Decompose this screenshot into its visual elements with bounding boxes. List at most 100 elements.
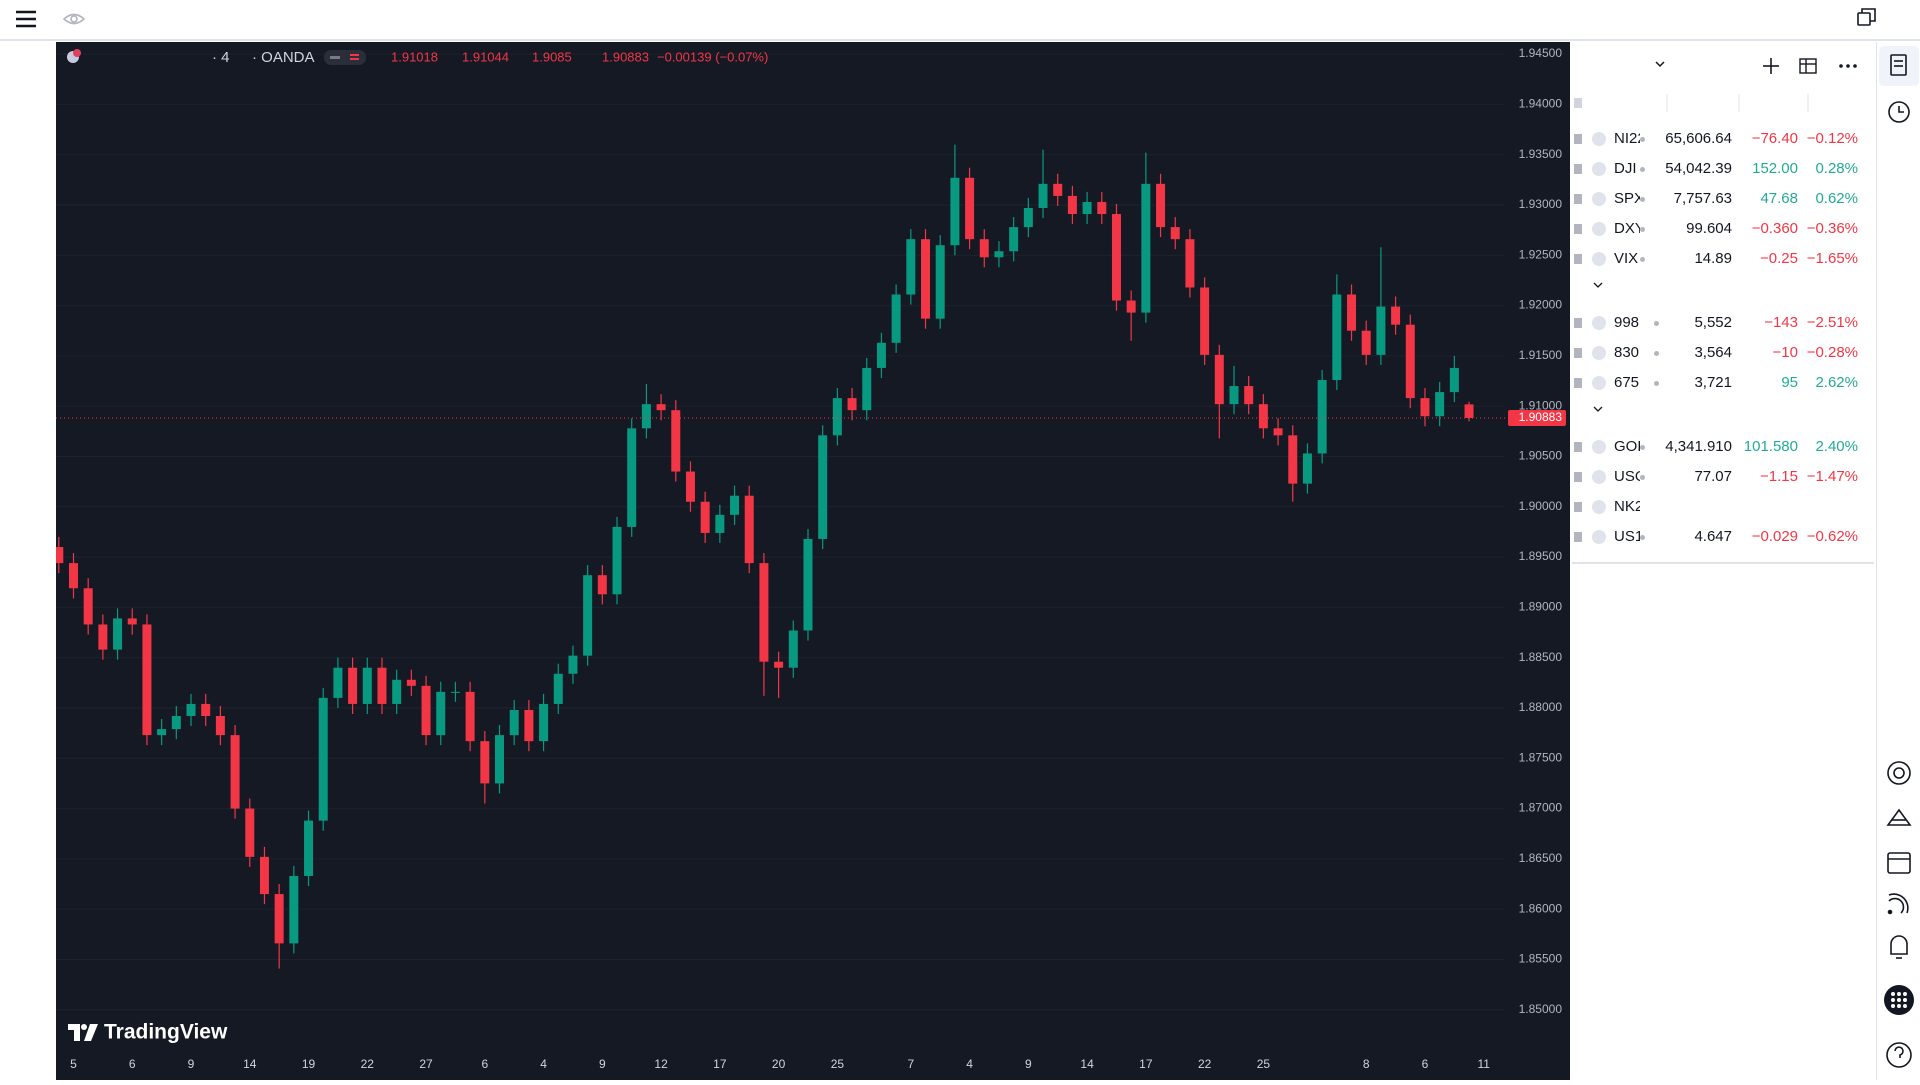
candle-body [1200, 287, 1210, 355]
y-tick-label: 1.90000 [1519, 499, 1563, 513]
candle-body [539, 703, 549, 742]
candle-body [847, 398, 857, 411]
watchlist-button[interactable] [1879, 46, 1919, 86]
candle-body [1214, 354, 1224, 405]
candle-body [700, 501, 710, 533]
symbol-icon [1592, 252, 1606, 266]
watchlist-row[interactable]: DXY 99.604 −0.360 −0.36% [1572, 214, 1874, 244]
candle-body [1361, 330, 1371, 355]
candle-body [289, 875, 299, 944]
feed-button[interactable] [1887, 893, 1909, 915]
apps-button[interactable] [1884, 985, 1914, 1015]
candle-body [333, 667, 343, 698]
layout-button[interactable] [1799, 58, 1817, 74]
watchlist-row[interactable]: 675 3,721 95 2.62% [1572, 368, 1874, 398]
watchlist-row[interactable]: SPX 7,757.63 47.68 0.62% [1572, 184, 1874, 214]
y-tick-label: 1.89000 [1519, 600, 1563, 614]
notifications-button[interactable] [1890, 935, 1908, 959]
watchlist-row[interactable]: 998 5,552 −143 −2.51% [1572, 308, 1874, 338]
watchlist-row[interactable]: USOIL 77.07 −1.15 −1.47% [1572, 462, 1874, 492]
change-pct: −0.28% [1806, 344, 1858, 361]
x-tick-label: 6 [129, 1057, 136, 1071]
row-flag [1574, 348, 1582, 358]
candle-body [627, 428, 637, 527]
candle-body [113, 618, 123, 650]
target-button[interactable] [1887, 761, 1911, 785]
candle-body [979, 239, 989, 258]
candle-body [1464, 404, 1474, 418]
x-tick-label: 17 [1139, 1057, 1153, 1071]
help-button[interactable] [1886, 1042, 1912, 1068]
status-pill [324, 50, 366, 65]
watchlist-row[interactable]: 830 3,564 −10 −0.28% [1572, 338, 1874, 368]
status-dot [1640, 257, 1645, 262]
symbol: DXY [1614, 220, 1640, 237]
window-button[interactable] [1857, 8, 1876, 26]
row-flag [1574, 164, 1582, 174]
last-price: 77.07 [1694, 468, 1732, 485]
symbol: 675 [1614, 374, 1640, 391]
status-dot [1640, 475, 1645, 480]
add-button[interactable] [1763, 58, 1779, 74]
status-dot [1654, 381, 1659, 386]
candle-body [774, 661, 784, 668]
candle-body [965, 177, 975, 240]
symbol: SPX [1614, 190, 1640, 207]
calendar-button[interactable] [1887, 852, 1911, 874]
candle-body [1332, 294, 1342, 381]
candle-body [142, 624, 152, 736]
candle-body [1347, 294, 1357, 331]
row-flag [1574, 318, 1582, 328]
candle-body [832, 398, 842, 436]
candle-body [568, 655, 578, 674]
candle-body [392, 679, 402, 704]
candle-body [274, 894, 284, 944]
watchlist-row[interactable]: VIX 14.89 −0.25 −1.65% [1572, 244, 1874, 274]
eye-button[interactable] [62, 13, 86, 25]
watchlist-row[interactable]: NI225 65,606.64 −76.40 −0.12% [1572, 124, 1874, 154]
candle-body [465, 691, 475, 742]
candle-body [1067, 195, 1077, 215]
alerts-clock-button[interactable] [1888, 101, 1910, 123]
candle-body [318, 697, 328, 821]
candle-body [1376, 306, 1386, 355]
last-price: 99.604 [1686, 220, 1732, 237]
x-tick-label: 9 [188, 1057, 195, 1071]
symbol: US10Y [1614, 528, 1640, 545]
menu-button[interactable] [16, 10, 36, 28]
y-tick-label: 1.86500 [1519, 851, 1563, 865]
candle-body [876, 342, 886, 368]
x-tick-label: 25 [1257, 1057, 1271, 1071]
legend-high: 1.91044 [462, 49, 509, 64]
candle-body [1023, 207, 1033, 228]
legend-open: 1.91018 [391, 49, 438, 64]
watchlist-row[interactable]: NK2 [1572, 492, 1874, 522]
y-tick-label: 1.89500 [1519, 549, 1563, 563]
candle-body [436, 691, 446, 736]
y-tick-label: 1.87000 [1519, 801, 1563, 815]
watchlist-row[interactable]: GOLD 4,341.910 101.580 2.40% [1572, 432, 1874, 462]
last-price: 5,552 [1694, 314, 1732, 331]
candle-body [1288, 435, 1298, 484]
row-flag [1574, 502, 1582, 512]
ideas-button[interactable] [1886, 808, 1912, 826]
group-toggle[interactable] [1592, 402, 1604, 414]
candle-body [935, 245, 945, 319]
symbol-icon [1592, 500, 1606, 514]
chart: · 4 · OANDA −0.00139 (−0.07%) TradingVie… [56, 42, 1570, 1080]
watchlist-row[interactable]: DJI 54,042.39 152.00 0.28% [1572, 154, 1874, 184]
group-toggle[interactable] [1592, 278, 1604, 290]
change-pct: 2.62% [1815, 374, 1858, 391]
candle-body [891, 294, 901, 343]
candle-body [671, 410, 681, 472]
status-dot [1654, 351, 1659, 356]
symbol-icon [1592, 440, 1606, 454]
list-dropdown[interactable] [1655, 61, 1665, 68]
status-dot [1640, 197, 1645, 202]
candle-body [215, 716, 225, 736]
candle-body [480, 741, 490, 784]
more-button[interactable] [1839, 64, 1857, 68]
watchlist-row[interactable]: US10Y 4.647 −0.029 −0.62% [1572, 522, 1874, 552]
candle-body [509, 709, 519, 736]
